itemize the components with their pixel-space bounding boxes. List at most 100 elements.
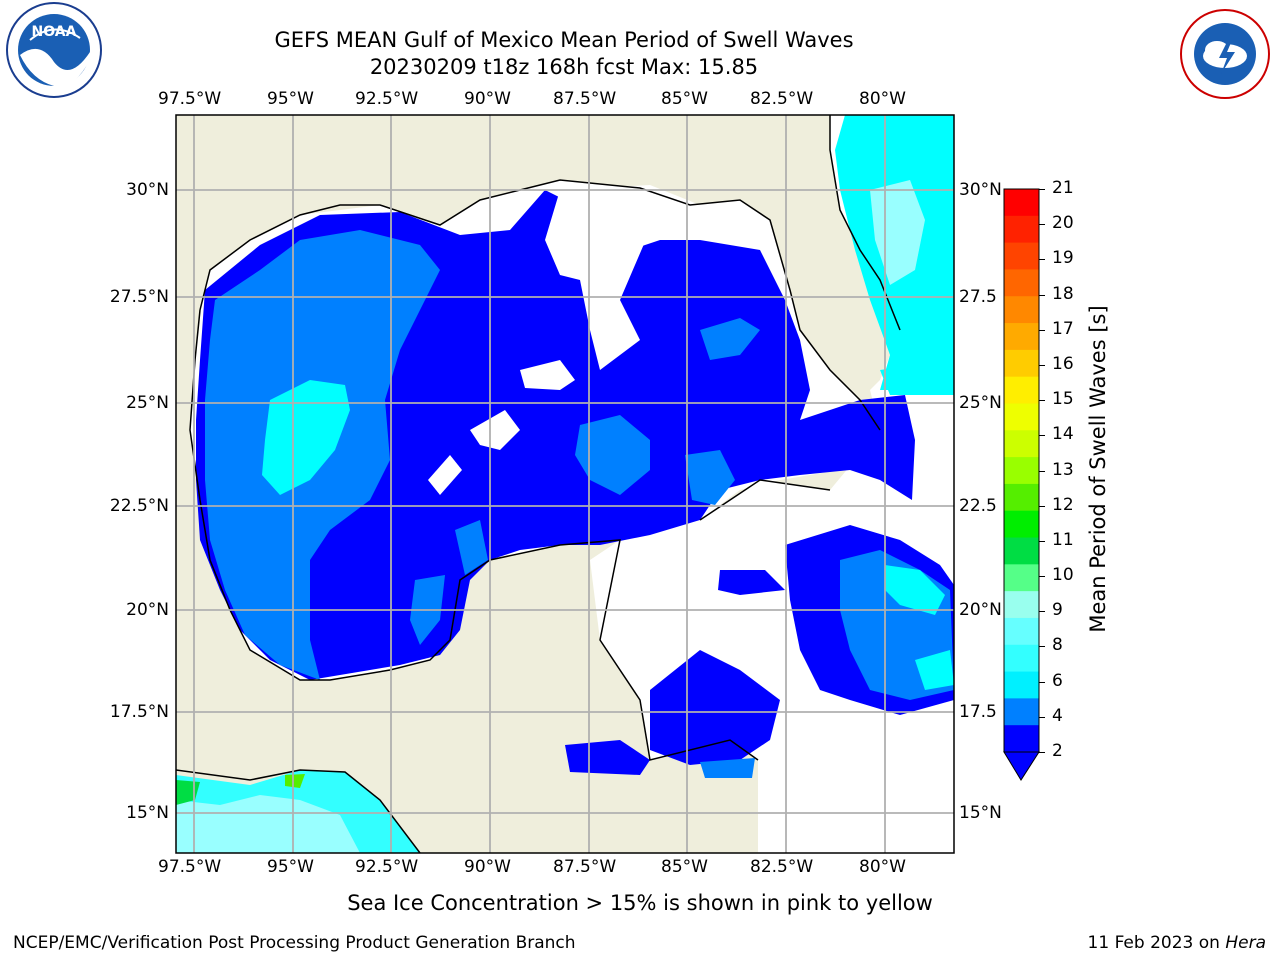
footer-credit: NCEP/EMC/Verification Post Processing Pr… <box>13 933 576 953</box>
colorbar-tick-label: 11 <box>1052 529 1074 550</box>
colorbar-tick-mark <box>1039 505 1045 507</box>
colorbar-cell <box>1004 376 1039 404</box>
colorbar-tick-mark <box>1039 576 1045 578</box>
colorbar-tick-label: 21 <box>1052 178 1074 198</box>
colorbar-tick-mark <box>1039 364 1045 366</box>
colorbar-tick-mark <box>1039 681 1045 683</box>
colorbar-cell <box>1004 537 1039 565</box>
chart-title: GEFS MEAN Gulf of Mexico Mean Period of … <box>274 28 854 52</box>
colorbar-tick-mark <box>1039 259 1045 261</box>
colorbar-cell <box>1004 349 1039 378</box>
colorbar-tick-label: 6 <box>1052 670 1063 691</box>
colorbar-cell <box>1004 510 1039 539</box>
lat-label-left: 20°N <box>126 600 169 620</box>
lon-label-top: 92.5°W <box>355 89 419 109</box>
lon-label-top: 97.5°W <box>158 89 222 109</box>
colorbar-extend-arrow <box>1003 751 1040 781</box>
lon-label-top: 87.5°W <box>553 89 617 109</box>
colorbar-tick-label: 4 <box>1052 705 1063 726</box>
colorbar-tick-mark <box>1039 611 1045 613</box>
colorbar-cell <box>1004 698 1039 726</box>
lon-label-bottom: 85°W <box>661 857 708 877</box>
sea-ice-note: Sea Ice Concentration > 15% is shown in … <box>347 891 933 915</box>
colorbar-tick-label: 20 <box>1052 213 1074 234</box>
lat-label-right: 30°N <box>959 180 1002 200</box>
lat-label-left: 17.5°N <box>109 702 169 722</box>
colorbar-cell <box>1004 323 1039 351</box>
lat-label-right: 15°N <box>959 803 1002 823</box>
colorbar-tick-label: 18 <box>1052 283 1074 304</box>
colorbar-tick-mark <box>1039 400 1045 402</box>
colorbar-cell <box>1004 189 1039 217</box>
footer-machine: Hera <box>1225 933 1266 953</box>
footer-date: 11 Feb 2023 on Hera <box>1088 933 1266 953</box>
colorbar-cell <box>1004 296 1039 324</box>
lat-label-right: 22.5 <box>959 496 997 516</box>
lon-label-bottom: 97.5°W <box>158 857 222 877</box>
lon-label-bottom: 82.5°W <box>750 857 814 877</box>
colorbar-tick-label: 17 <box>1052 318 1074 339</box>
swell-6-8s <box>262 380 350 495</box>
colorbar-cell <box>1004 269 1039 297</box>
noaa-logo: NOAA <box>6 2 102 98</box>
lon-label-bottom: 95°W <box>267 857 314 877</box>
colorbar-cell <box>1004 644 1039 673</box>
colorbar <box>1003 188 1040 781</box>
colorbar-tick-mark <box>1039 329 1045 331</box>
lon-label-top: 80°W <box>859 89 906 109</box>
colorbar-tick-label: 9 <box>1052 600 1063 621</box>
colorbar-tick-mark <box>1039 470 1045 472</box>
colorbar-tick-label: 2 <box>1052 741 1063 761</box>
colorbar-tick-mark <box>1039 435 1045 437</box>
colorbar-cell <box>1004 617 1039 646</box>
colorbar-cell <box>1004 725 1039 753</box>
svg-text:NOAA: NOAA <box>32 24 77 40</box>
colorbar-cell <box>1004 403 1039 431</box>
colorbar-tick-mark <box>1039 646 1045 648</box>
lon-label-top: 82.5°W <box>750 89 814 109</box>
colorbar-cell <box>1004 591 1039 619</box>
colorbar-tick-label: 12 <box>1052 494 1074 515</box>
colorbar-label: Mean Period of Swell Waves [s] <box>1086 305 1110 633</box>
colorbar-tick-label: 15 <box>1052 389 1074 410</box>
nws-logo <box>1180 9 1270 99</box>
colorbar-tick-mark <box>1039 189 1045 190</box>
chart-subtitle: 20230209 t18z 168h fcst Max: 15.85 <box>369 55 759 79</box>
colorbar-tick-label: 14 <box>1052 424 1074 445</box>
lat-label-left: 22.5°N <box>109 496 169 516</box>
colorbar-tick-mark <box>1039 540 1045 542</box>
lat-label-right: 27.5 <box>959 287 997 307</box>
colorbar-tick-mark <box>1039 294 1045 296</box>
lat-label-right: 17.5 <box>959 702 997 722</box>
lon-label-bottom: 90°W <box>464 857 511 877</box>
lon-label-top: 85°W <box>661 89 708 109</box>
colorbar-tick-label: 19 <box>1052 248 1074 269</box>
lat-label-left: 27.5°N <box>109 287 169 307</box>
colorbar-tick-label: 8 <box>1052 635 1063 656</box>
footer-date-text: 11 Feb 2023 on <box>1087 933 1226 953</box>
lat-label-left: 25°N <box>126 393 169 413</box>
colorbar-tick-mark <box>1039 752 1045 753</box>
lat-label-right: 20°N <box>959 600 1002 620</box>
colorbar-cell <box>1004 564 1039 592</box>
colorbar-cell <box>1004 430 1039 458</box>
lat-label-left: 30°N <box>126 180 169 200</box>
graticule <box>176 115 954 853</box>
colorbar-tick-mark <box>1039 716 1045 718</box>
lon-label-top: 90°W <box>464 89 511 109</box>
colorbar-cell <box>1004 242 1039 270</box>
colorbar-tick-label: 10 <box>1052 565 1074 586</box>
lon-label-bottom: 87.5°W <box>553 857 617 877</box>
lon-label-top: 95°W <box>267 89 314 109</box>
colorbar-cell <box>1004 215 1039 244</box>
colorbar-tick-mark <box>1039 224 1045 226</box>
lat-label-left: 15°N <box>126 803 169 823</box>
lon-label-bottom: 92.5°W <box>355 857 419 877</box>
colorbar-cell <box>1004 457 1039 485</box>
colorbar-tick-label: 13 <box>1052 459 1074 480</box>
map-frame <box>175 114 955 854</box>
colorbar-tick-label: 16 <box>1052 353 1074 374</box>
lat-label-right: 25°N <box>959 393 1002 413</box>
colorbar-cell <box>1004 483 1039 512</box>
